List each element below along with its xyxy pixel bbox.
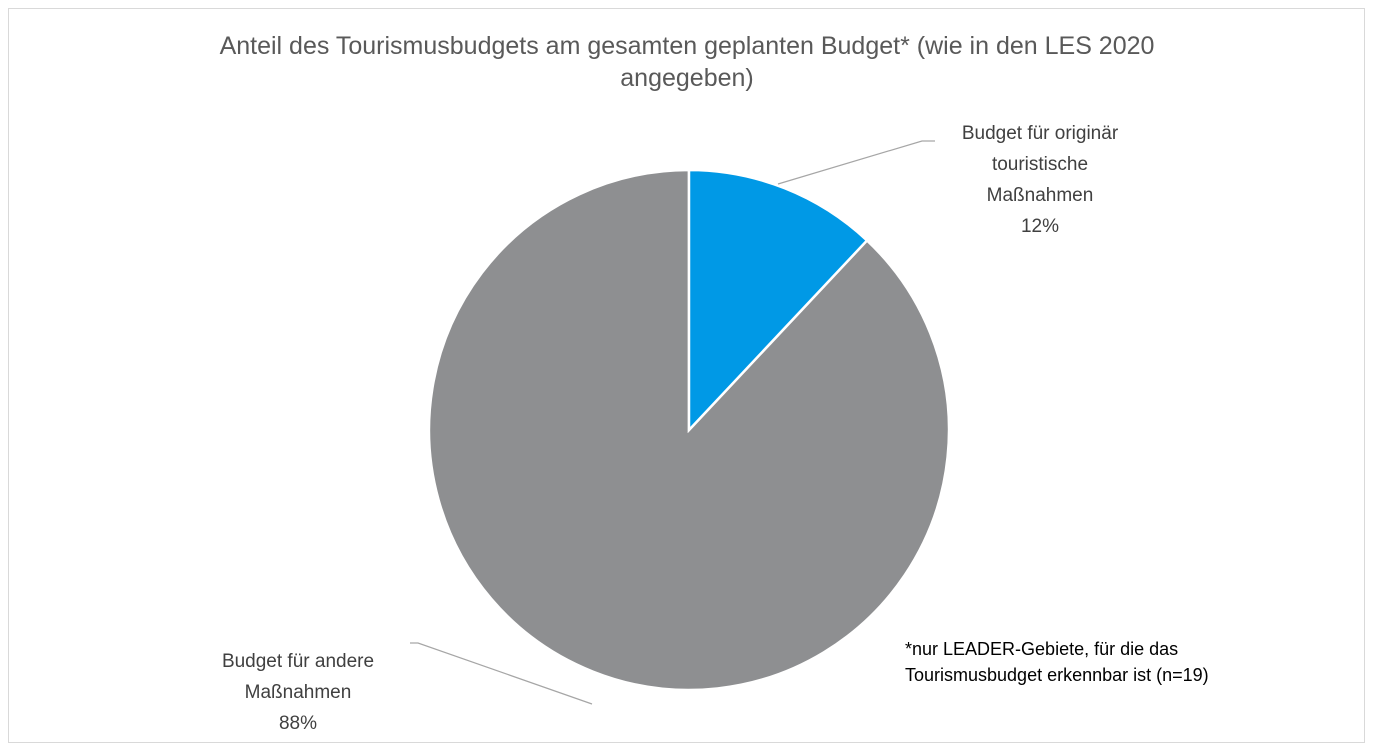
- chart-frame: [8, 8, 1365, 743]
- category-label: Budget für andere Maßnahmen: [221, 651, 375, 703]
- annotation: *nur LEADER-Gebiete, für die das Tourism…: [905, 639, 1209, 685]
- value-label: 88%: [278, 713, 318, 734]
- slice-label: Budget für originär touristische Maßnahm…: [930, 118, 1150, 242]
- pie-slice: [687, 168, 869, 434]
- leader-line: [777, 140, 935, 185]
- value-label: 12%: [1020, 216, 1060, 237]
- category-label: Budget für originär touristische Maßnahm…: [961, 123, 1119, 206]
- chart-title: Anteil des Tourismusbudgets am gesamten …: [219, 32, 1155, 92]
- slice-label: Budget für andere Maßnahmen 88%: [188, 646, 408, 739]
- leader-line: [410, 642, 593, 705]
